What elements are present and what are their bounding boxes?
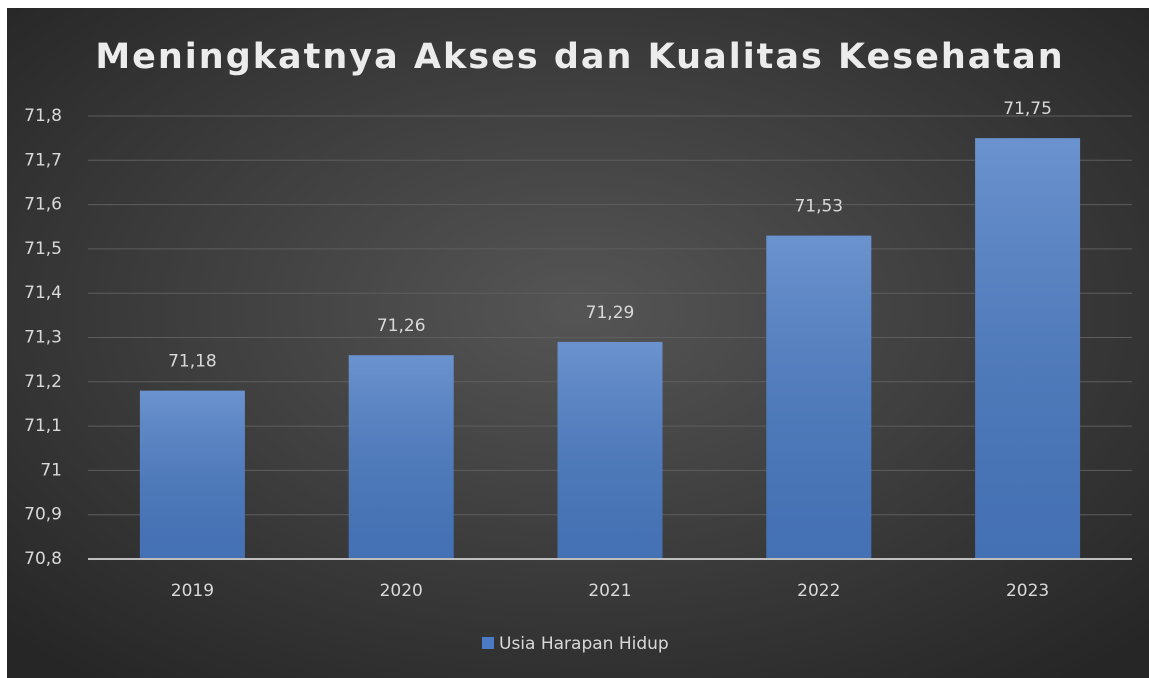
- data-label: 71,18: [168, 352, 217, 372]
- y-tick-label: 71,7: [24, 150, 62, 170]
- data-label: 71,26: [377, 316, 426, 336]
- legend-label: Usia Harapan Hidup: [499, 634, 669, 654]
- y-tick-label: 71,6: [24, 195, 62, 215]
- x-tick-label: 2019: [171, 581, 214, 601]
- bar-shade: [139, 390, 245, 559]
- bar-shade: [348, 355, 454, 559]
- y-tick-label: 70,8: [24, 549, 62, 569]
- bar-shade: [766, 235, 872, 560]
- x-tick-label: 2020: [380, 581, 423, 601]
- bar-shade: [557, 341, 663, 559]
- x-tick-label: 2021: [588, 581, 631, 601]
- y-tick-label: 71,2: [24, 372, 62, 392]
- y-tick-label: 71: [40, 460, 62, 480]
- y-tick-label: 70,9: [24, 505, 62, 525]
- y-tick-label: 71,8: [24, 106, 62, 126]
- y-tick-label: 71,5: [24, 239, 62, 259]
- x-tick-label: 2023: [1006, 581, 1049, 601]
- y-tick-label: 71,3: [24, 328, 62, 348]
- chart-title: Meningkatnya Akses dan Kualitas Kesehata…: [95, 37, 1064, 77]
- y-tick-label: 71,1: [24, 416, 62, 436]
- bar-shade: [975, 138, 1081, 559]
- data-label: 71,75: [1003, 99, 1052, 119]
- data-label: 71,29: [586, 303, 635, 323]
- legend-swatch: [482, 637, 494, 649]
- y-tick-label: 71,4: [24, 283, 62, 303]
- data-label: 71,53: [794, 197, 843, 217]
- x-tick-label: 2022: [797, 581, 840, 601]
